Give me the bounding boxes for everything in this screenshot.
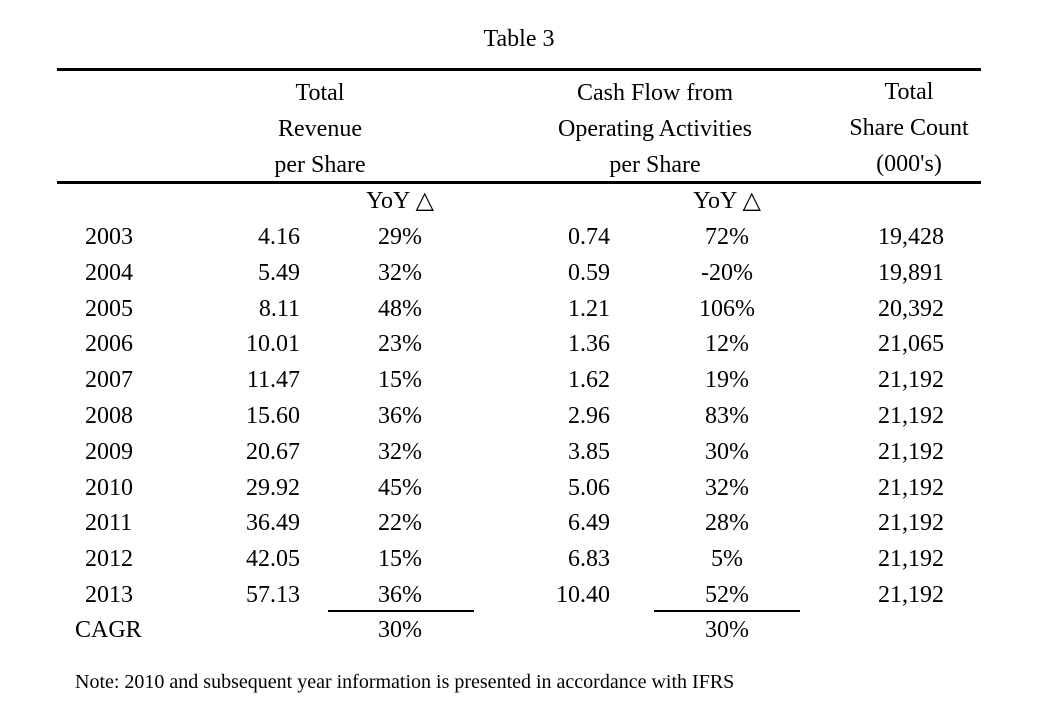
year-cell: 2011 (85, 510, 133, 536)
header-revenue-line3: per Share (274, 152, 366, 178)
cashflow-yoy-cell: 12% (705, 331, 749, 357)
year-cell: 2005 (85, 296, 133, 322)
top-rule (57, 68, 981, 71)
revenue-cell: 15.60 (246, 403, 300, 429)
shares-cell: 21,192 (878, 403, 944, 429)
header-shares-line2: Share Count (849, 115, 969, 141)
cashflow-cell: 3.85 (568, 439, 610, 465)
revenue-yoy-cell: 22% (378, 510, 422, 536)
revenue-yoy-cell: 45% (378, 475, 422, 501)
shares-cell: 19,891 (878, 260, 944, 286)
year-cell: 2012 (85, 546, 133, 572)
cashflow-cell: 0.59 (568, 260, 610, 286)
revenue-cell: 5.49 (258, 260, 300, 286)
revenue-yoy-cell: 32% (378, 260, 422, 286)
header-shares: Total Share Count (000's) (836, 74, 982, 182)
shares-cell: 21,192 (878, 475, 944, 501)
header-revenue-line2: Revenue (278, 116, 362, 142)
shares-cell: 21,192 (878, 510, 944, 536)
year-cell: 2008 (85, 403, 133, 429)
revenue-yoy-cell: 29% (378, 224, 422, 250)
year-cell: 2009 (85, 439, 133, 465)
revenue-cell: 10.01 (246, 331, 300, 357)
cagr-cashflow: 30% (705, 617, 749, 643)
year-cell: 2010 (85, 475, 133, 501)
cashflow-cell: 10.40 (556, 582, 610, 608)
year-cell: 2003 (85, 224, 133, 250)
header-shares-line1: Total (884, 79, 934, 105)
cagr-revenue: 30% (378, 617, 422, 643)
revenue-cell: 29.92 (246, 475, 300, 501)
year-cell: 2007 (85, 367, 133, 393)
revenue-yoy-cell: 48% (378, 296, 422, 322)
revenue-cell: 36.49 (246, 510, 300, 536)
cashflow-yoy-cell: 19% (705, 367, 749, 393)
cashflow-cell: 5.06 (568, 475, 610, 501)
revenue-yoy-cell: 36% (378, 403, 422, 429)
cashflow-cell: 2.96 (568, 403, 610, 429)
revenue-yoy-cell: 36% (378, 582, 422, 608)
shares-cell: 21,192 (878, 582, 944, 608)
revenue-cell: 4.16 (258, 224, 300, 250)
revenue-yoy-cell: 15% (378, 367, 422, 393)
shares-cell: 21,192 (878, 546, 944, 572)
table-title: Table 3 (483, 26, 555, 52)
cashflow-cell: 1.62 (568, 367, 610, 393)
cashflow-yoy-cell: 5% (711, 546, 743, 572)
shares-cell: 19,428 (878, 224, 944, 250)
header-rule (57, 181, 981, 184)
cashflow-yoy-underline (654, 610, 800, 612)
cashflow-cell: 1.21 (568, 296, 610, 322)
cashflow-yoy-cell: 52% (705, 582, 749, 608)
cashflow-cell: 1.36 (568, 331, 610, 357)
revenue-cell: 11.47 (246, 367, 300, 393)
revenue-cell: 8.11 (258, 296, 300, 322)
cashflow-yoy-cell: 106% (699, 296, 755, 322)
header-cashflow: Cash Flow from Operating Activities per … (540, 75, 770, 183)
revenue-cell: 57.13 (246, 582, 300, 608)
year-cell: 2013 (85, 582, 133, 608)
shares-cell: 21,192 (878, 439, 944, 465)
yoy-header-cashflow: YoY △ (693, 188, 761, 214)
cashflow-yoy-cell: 72% (705, 224, 749, 250)
header-revenue: Total Revenue per Share (240, 75, 400, 183)
revenue-yoy-cell: 32% (378, 439, 422, 465)
shares-cell: 21,065 (878, 331, 944, 357)
header-shares-line3: (000's) (876, 151, 942, 177)
revenue-yoy-underline (328, 610, 474, 612)
revenue-cell: 20.67 (246, 439, 300, 465)
year-cell: 2004 (85, 260, 133, 286)
cashflow-cell: 6.83 (568, 546, 610, 572)
revenue-yoy-cell: 15% (378, 546, 422, 572)
yoy-header-revenue: YoY △ (366, 188, 434, 214)
shares-cell: 21,192 (878, 367, 944, 393)
cashflow-yoy-cell: 28% (705, 510, 749, 536)
cagr-label: CAGR (75, 617, 142, 643)
header-revenue-line1: Total (295, 80, 345, 106)
cashflow-yoy-cell: 32% (705, 475, 749, 501)
year-cell: 2006 (85, 331, 133, 357)
cashflow-yoy-cell: 83% (705, 403, 749, 429)
header-cashflow-line1: Cash Flow from (577, 80, 733, 106)
header-cashflow-line2: Operating Activities (558, 116, 752, 142)
footnote: Note: 2010 and subsequent year informati… (75, 671, 735, 693)
cashflow-yoy-cell: -20% (701, 260, 753, 286)
cashflow-cell: 6.49 (568, 510, 610, 536)
cashflow-cell: 0.74 (568, 224, 610, 250)
cashflow-yoy-cell: 30% (705, 439, 749, 465)
revenue-cell: 42.05 (246, 546, 300, 572)
revenue-yoy-cell: 23% (378, 331, 422, 357)
header-cashflow-line3: per Share (609, 152, 701, 178)
shares-cell: 20,392 (878, 296, 944, 322)
